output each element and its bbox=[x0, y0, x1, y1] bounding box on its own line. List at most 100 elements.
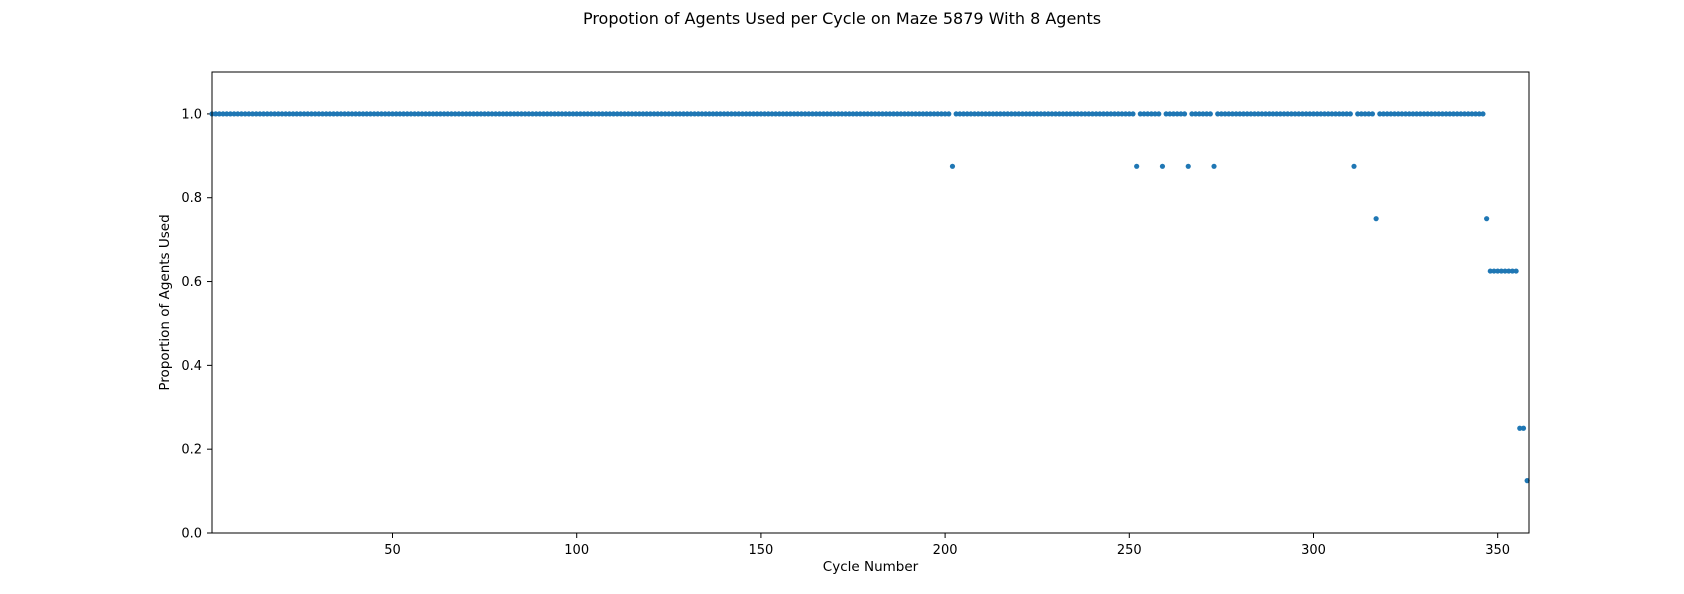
data-point bbox=[872, 111, 878, 117]
data-point bbox=[1465, 111, 1471, 117]
data-point bbox=[725, 111, 731, 117]
data-point bbox=[216, 111, 222, 117]
data-point bbox=[1134, 163, 1140, 169]
data-point bbox=[669, 111, 676, 117]
data-point bbox=[456, 111, 462, 117]
y-tick-label: 0.6 bbox=[181, 275, 202, 290]
data-point bbox=[968, 111, 974, 117]
data-point bbox=[1071, 111, 1077, 117]
data-point bbox=[677, 111, 683, 117]
data-point bbox=[301, 111, 307, 117]
data-point bbox=[518, 111, 525, 117]
data-point bbox=[577, 111, 583, 117]
data-point bbox=[621, 111, 628, 117]
data-point bbox=[1380, 111, 1387, 117]
data-point bbox=[662, 111, 668, 117]
data-point bbox=[960, 111, 967, 117]
data-point bbox=[382, 111, 388, 117]
data-point bbox=[666, 111, 672, 117]
data-point bbox=[758, 111, 764, 117]
data-point bbox=[703, 111, 709, 117]
data-point bbox=[220, 111, 226, 117]
data-point bbox=[500, 111, 506, 117]
data-point bbox=[1469, 111, 1475, 117]
data-point bbox=[658, 111, 665, 117]
data-point bbox=[552, 111, 558, 117]
data-point bbox=[1019, 111, 1026, 117]
data-point bbox=[367, 111, 374, 117]
data-point bbox=[1336, 111, 1342, 117]
data-point bbox=[1414, 111, 1420, 117]
data-point bbox=[1060, 111, 1066, 117]
data-point bbox=[769, 111, 775, 117]
data-point bbox=[931, 111, 937, 117]
data-point bbox=[463, 111, 469, 117]
data-point bbox=[680, 111, 687, 117]
data-point bbox=[448, 111, 455, 117]
data-point bbox=[1447, 111, 1453, 117]
data-point bbox=[1097, 111, 1103, 117]
data-point bbox=[1355, 111, 1361, 117]
data-point bbox=[1402, 111, 1409, 117]
data-point bbox=[644, 111, 650, 117]
data-point bbox=[537, 111, 543, 117]
data-point bbox=[736, 111, 742, 117]
data-point bbox=[761, 111, 768, 117]
data-point bbox=[342, 111, 348, 117]
data-point bbox=[1307, 111, 1313, 117]
data-point bbox=[1145, 111, 1151, 117]
data-point bbox=[640, 111, 646, 117]
data-point bbox=[1170, 111, 1177, 117]
data-point bbox=[695, 111, 701, 117]
data-point bbox=[511, 111, 517, 117]
data-point bbox=[1137, 111, 1143, 117]
data-point bbox=[599, 111, 606, 117]
data-point bbox=[651, 111, 657, 117]
x-tick-label: 250 bbox=[1117, 543, 1142, 558]
data-point bbox=[1185, 163, 1191, 169]
data-point bbox=[389, 111, 396, 117]
data-point bbox=[1115, 111, 1121, 117]
data-point bbox=[935, 111, 941, 117]
data-point bbox=[890, 111, 897, 117]
data-point bbox=[625, 111, 631, 117]
data-point bbox=[957, 111, 963, 117]
data-point bbox=[1377, 111, 1383, 117]
x-tick-label: 50 bbox=[384, 543, 401, 558]
data-point bbox=[990, 111, 996, 117]
data-point bbox=[467, 111, 473, 117]
data-point bbox=[563, 111, 569, 117]
data-point bbox=[817, 111, 823, 117]
data-point bbox=[544, 111, 550, 117]
data-point bbox=[655, 111, 661, 117]
data-point bbox=[916, 111, 922, 117]
data-point bbox=[227, 111, 234, 117]
data-point bbox=[839, 111, 845, 117]
data-point bbox=[360, 111, 366, 117]
data-point bbox=[820, 111, 827, 117]
data-point bbox=[275, 111, 281, 117]
data-point bbox=[1218, 111, 1224, 117]
data-point bbox=[1329, 111, 1335, 117]
data-point bbox=[1509, 268, 1516, 274]
data-point bbox=[434, 111, 440, 117]
data-point bbox=[345, 111, 351, 117]
data-point bbox=[1432, 111, 1438, 117]
data-point bbox=[1461, 111, 1468, 117]
data-point bbox=[1167, 111, 1173, 117]
y-tick-label: 0.4 bbox=[181, 359, 202, 374]
data-point bbox=[588, 111, 595, 117]
data-point bbox=[323, 111, 329, 117]
data-point bbox=[574, 111, 580, 117]
data-point bbox=[1178, 111, 1184, 117]
data-point bbox=[728, 111, 735, 117]
data-point bbox=[364, 111, 370, 117]
data-point bbox=[1425, 111, 1431, 117]
data-point bbox=[857, 111, 863, 117]
data-point bbox=[1263, 111, 1269, 117]
x-axis-label: Cycle Number bbox=[823, 559, 919, 575]
data-point bbox=[865, 111, 871, 117]
data-point bbox=[504, 111, 510, 117]
chart-title: Propotion of Agents Used per Cycle on Ma… bbox=[583, 9, 1101, 28]
